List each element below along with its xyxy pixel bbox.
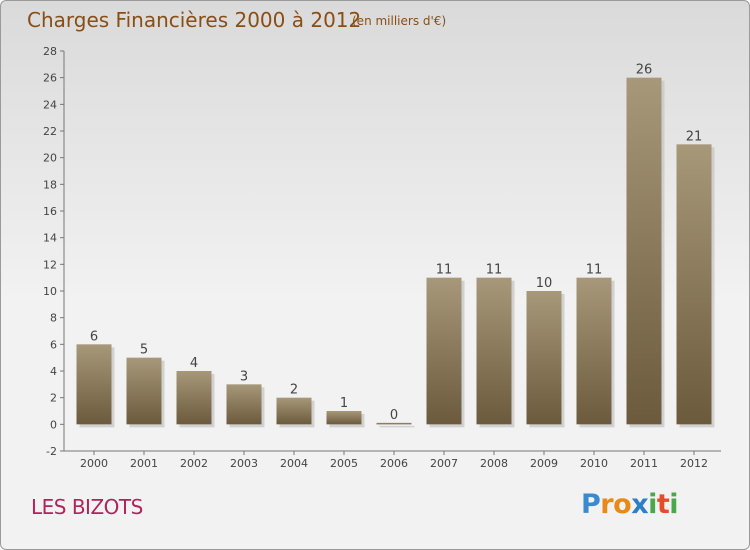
bar [176, 371, 212, 425]
bar-value-label: 1 [340, 396, 348, 411]
y-tick-label: 14 [43, 232, 57, 245]
bar-shadow [379, 425, 415, 428]
y-tick-label: 6 [50, 338, 57, 351]
x-tick-label: 2001 [130, 457, 158, 470]
x-tick-label: 2002 [180, 457, 208, 470]
chart-subtitle: (en milliers d'€) [352, 14, 447, 28]
y-tick-label: 18 [43, 178, 57, 191]
bar-value-label: 11 [586, 263, 603, 278]
x-tick-label: 2004 [280, 457, 308, 470]
x-tick-label: 2005 [330, 457, 358, 470]
bar [676, 144, 712, 425]
y-tick-label: 8 [50, 312, 57, 325]
y-tick-label: 2 [50, 392, 57, 405]
bar [226, 384, 262, 425]
y-tick-label: 4 [50, 365, 57, 378]
bar-value-label: 3 [240, 369, 248, 384]
bar-value-label: 26 [636, 63, 653, 78]
y-tick-label: 24 [43, 98, 57, 111]
y-tick-label: 26 [43, 72, 57, 85]
y-tick-label: 28 [43, 45, 57, 58]
bar [426, 277, 462, 425]
bar [576, 277, 612, 425]
y-tick-label: 20 [43, 152, 57, 165]
bar-value-label: 11 [486, 263, 503, 278]
y-tick-label: 22 [43, 125, 57, 138]
x-tick-label: 2011 [630, 457, 658, 470]
bar [626, 77, 662, 425]
x-tick-label: 2006 [380, 457, 408, 470]
commune-name: LES BIZOTS [31, 495, 143, 519]
y-tick-label: 12 [43, 258, 57, 271]
proxiti-logo[interactable]: Proxiti [581, 489, 679, 520]
bar [126, 357, 162, 425]
bar [376, 422, 412, 425]
bar-value-label: 11 [436, 263, 453, 278]
x-tick-label: 2003 [230, 457, 258, 470]
bar [76, 344, 112, 425]
bar [326, 411, 362, 425]
x-tick-label: 2010 [580, 457, 608, 470]
bar [476, 277, 512, 425]
x-tick-label: 2007 [430, 457, 458, 470]
bar [276, 397, 312, 425]
bar-value-label: 10 [536, 276, 553, 291]
bar [526, 291, 562, 425]
bar-value-label: 21 [686, 129, 703, 144]
x-tick-label: 2009 [530, 457, 558, 470]
x-tick-label: 2012 [680, 457, 708, 470]
y-tick-label: 0 [50, 418, 57, 431]
bar-value-label: 0 [390, 408, 398, 423]
bar-value-label: 6 [90, 329, 98, 344]
y-tick-label: 10 [43, 285, 57, 298]
x-tick-label: 2008 [480, 457, 508, 470]
y-tick-label: -2 [46, 445, 57, 458]
x-tick-label: 2000 [80, 457, 108, 470]
y-tick-label: 16 [43, 205, 57, 218]
bar-value-label: 2 [290, 383, 298, 398]
chart-title: Charges Financières 2000 à 2012 [27, 8, 362, 32]
bar-value-label: 5 [140, 343, 148, 358]
bar-value-label: 4 [190, 356, 198, 371]
